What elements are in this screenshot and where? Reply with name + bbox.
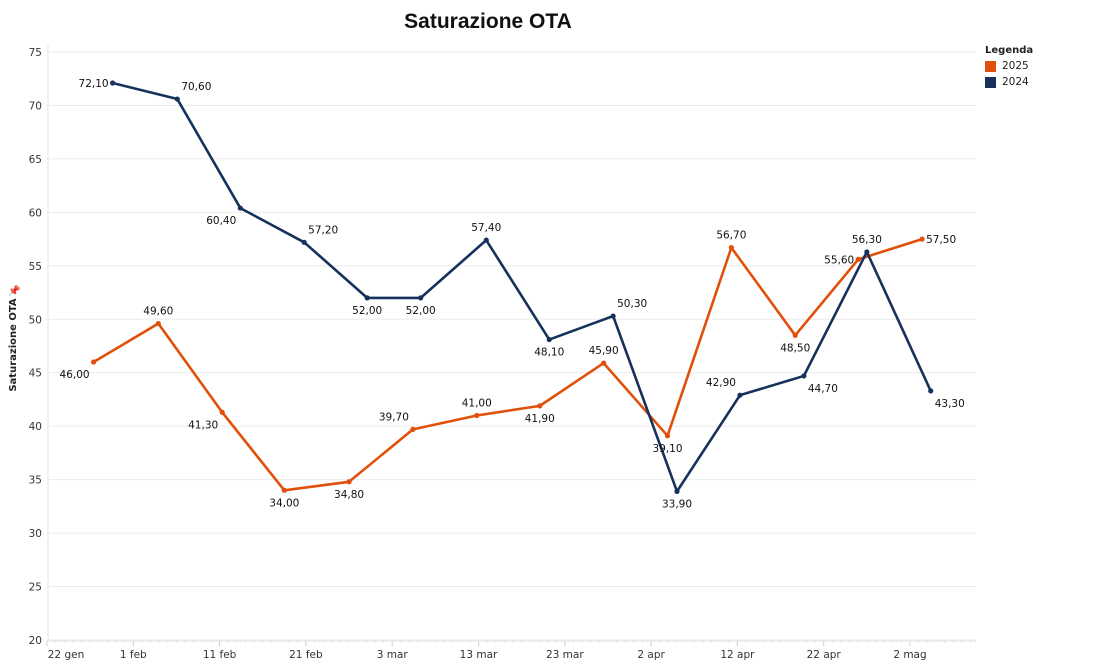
data-point-2024 [610,313,616,319]
data-point-2025 [537,403,543,409]
data-point-2025 [919,236,925,242]
legend-title: Legenda [985,45,1034,56]
legend-item-2024[interactable]: 2024 [985,74,1033,90]
y-tick-label: 35 [29,475,42,487]
y-tick-label: 50 [29,314,42,326]
data-point-2025 [281,487,287,493]
data-point-2025 [664,433,671,439]
x-tick-label: 22 apr [807,649,842,661]
data-label-2025: 57,50 [926,234,956,246]
data-label-2024: 42,90 [706,377,736,389]
x-tick-label: 13 mar [460,649,498,661]
pin-icon[interactable]: 📌 [8,284,21,297]
y-tick-label: 75 [29,47,42,59]
data-point-2024 [546,336,552,343]
data-labels: 46,00 49,60 41,30 34,00 34,80 39,70 41,00 41,90… [60,78,965,510]
y-axis-title: Saturazione OTA [8,298,19,392]
data-point-2024 [928,388,934,394]
data-label-2025: 34,00 [269,497,299,509]
x-tick-label: 11 feb [203,649,237,661]
data-point-2025 [219,409,225,415]
x-tick-label: 21 feb [289,649,323,661]
data-point-2024 [418,295,424,301]
x-tick-label: 23 mar [546,649,584,661]
y-axis-title-group: Saturazione OTA 📌 [8,284,21,392]
data-label-2024: 56,30 [852,234,882,246]
series-line-2024 [112,81,932,493]
y-tick-label: 45 [29,368,42,380]
data-point-2024 [864,249,870,255]
y-tick-label: 60 [29,207,42,219]
y-tick-label: 40 [29,421,42,433]
data-point-2025 [601,360,607,366]
data-label-2025: 39,70 [379,411,409,423]
data-point-2024 [301,239,307,245]
data-point-2025 [91,359,97,365]
data-label-2025: 49,60 [143,306,173,318]
data-point-2025 [474,412,480,419]
data-point-2024 [237,205,243,211]
data-point-2025 [728,245,734,251]
data-point-2024 [801,373,807,379]
x-tick-label: 1 feb [120,649,147,661]
data-label-2024: 72,10 [79,78,109,90]
data-label-2024: 60,40 [206,215,236,227]
data-point-2024 [674,488,680,494]
legend-label-2025: 2025 [1002,60,1029,72]
data-point-2025 [410,426,416,432]
data-label-2024: 70,60 [181,81,211,93]
data-label-2025: 46,00 [60,369,90,381]
data-label-2024: 33,90 [662,498,692,510]
series [91,80,934,494]
data-point-2025 [346,479,352,485]
data-point-2025 [792,332,798,338]
data-point-2025 [155,320,161,327]
data-label-2025: 39,10 [652,443,682,455]
y-tick-label: 25 [29,582,42,594]
y-tick-label: 55 [29,261,42,273]
data-label-2024: 48,10 [534,347,564,359]
legend: Legenda 2025 2024 [985,45,1033,90]
x-tick-label: 12 apr [720,649,755,661]
data-label-2024: 57,40 [471,222,501,234]
data-label-2025: 45,90 [589,345,619,357]
x-tick-label: 2 mag [893,649,926,661]
x-tick-label: 2 apr [637,649,665,661]
data-point-2024 [109,80,116,86]
data-label-2025: 48,50 [780,342,810,354]
data-label-2024: 52,00 [406,305,436,317]
legend-label-2024: 2024 [1002,76,1029,88]
data-point-2024 [737,392,743,398]
chart-title: Saturazione OTA [404,10,572,33]
data-label-2025: 41,30 [188,419,218,431]
data-label-2024: 44,70 [808,383,838,395]
data-point-2024 [364,295,370,301]
data-label-2024: 50,30 [617,298,647,310]
data-label-2025: 41,90 [525,413,555,425]
series-line-2025 [92,237,923,492]
y-tick-label: 30 [29,528,42,540]
data-label-2025: 41,00 [462,397,492,409]
x-tick-label: 22 gen [48,649,84,661]
legend-swatch-2025 [985,60,996,72]
y-tick-label: 70 [29,100,42,112]
data-label-2025: 55,60 [824,254,854,266]
data-label-2025: 34,80 [334,489,364,501]
y-tick-label: 65 [29,154,42,166]
y-tick-label: 20 [29,635,42,647]
data-label-2024: 43,30 [935,398,965,410]
data-point-2025 [855,256,861,263]
legend-swatch-2024 [985,76,996,88]
x-tick-label: 3 mar [377,649,409,661]
data-label-2024: 52,00 [352,305,382,317]
legend-item-2025[interactable]: 2025 [985,58,1033,74]
data-label-2024: 57,20 [308,224,338,236]
data-point-2024 [174,96,180,102]
data-label-2025: 56,70 [716,230,746,242]
gridlines [47,51,976,641]
axes: 20 25 30 35 40 45 50 55 60 65 70 75 22 gen 1 feb 11 fe… [29,44,976,661]
data-point-2024 [483,237,489,243]
